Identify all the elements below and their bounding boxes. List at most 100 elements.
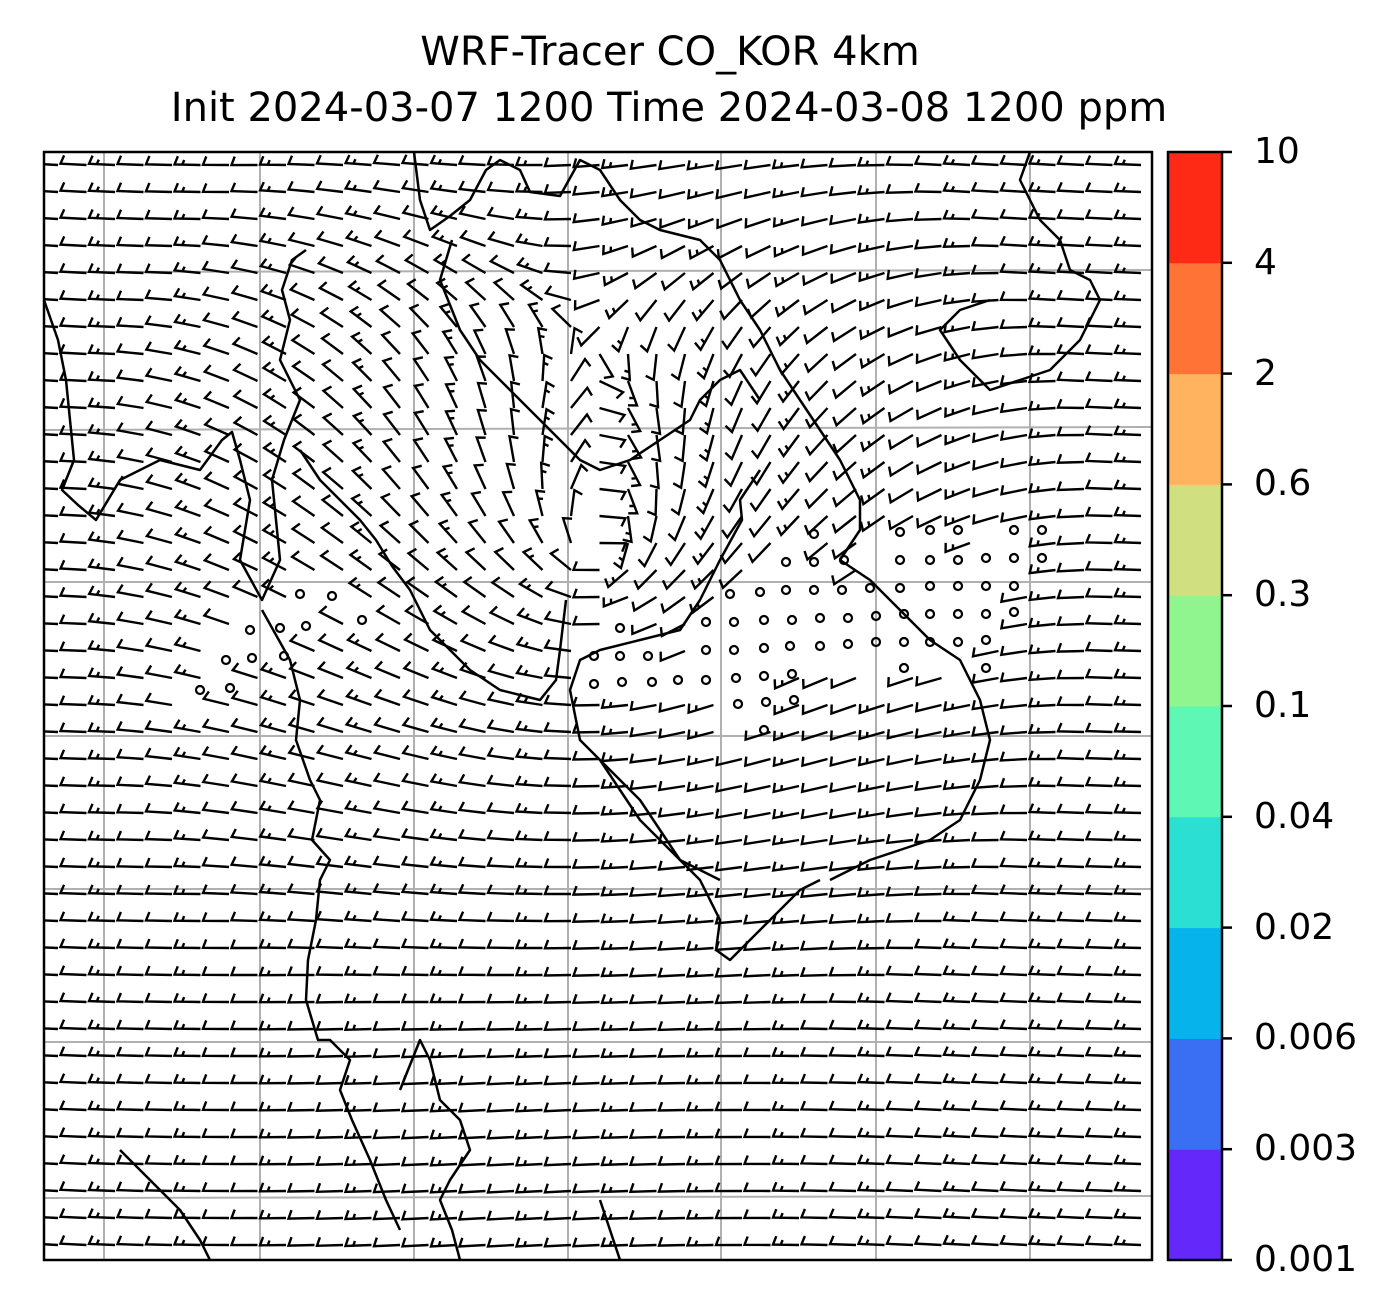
wind-barb: [87, 857, 116, 869]
wind-barb: [87, 1073, 116, 1085]
wind-barb: [1027, 965, 1056, 977]
wind-barb: [999, 672, 1028, 683]
wind-barb: [58, 262, 87, 275]
wind-barb: [1028, 590, 1056, 602]
wind-barb: [1113, 1154, 1142, 1166]
wind-barb: [429, 855, 458, 869]
wind-barb: [44, 595, 59, 599]
wind-barb: [1056, 508, 1085, 519]
wind-barb: [639, 326, 658, 354]
wind-barb: [999, 402, 1028, 414]
wind-barb: [916, 379, 942, 393]
wind-barb: [229, 939, 258, 950]
wind-barb: [486, 938, 515, 950]
wind-barb: [828, 861, 857, 872]
wind-barb: [201, 286, 230, 302]
wind-barb: [828, 913, 857, 925]
wind-barb: [172, 1181, 201, 1193]
wind-barb: [202, 338, 230, 356]
wind-barb: [457, 1075, 486, 1086]
wind-barb: [1056, 884, 1085, 896]
wind-barb: [550, 304, 572, 328]
wind-barb: [629, 188, 657, 199]
wind-barb: [626, 461, 642, 488]
wind-barb: [172, 1073, 201, 1085]
wind-barb: [115, 290, 144, 302]
wind-barb: [514, 1210, 543, 1221]
wind-barb: [321, 466, 344, 490]
wind-barb: [885, 938, 914, 950]
wind-barb: [631, 272, 658, 291]
wind-barb: [856, 1208, 885, 1220]
wind-barb: [258, 883, 287, 896]
wind-barb: [261, 496, 287, 518]
wind-barb: [885, 1235, 914, 1247]
wind-barb: [659, 649, 686, 663]
wind-barb: [412, 356, 430, 382]
colorbar-segment: [1168, 816, 1222, 929]
wind-barb: [543, 912, 572, 923]
wind-barb: [832, 488, 857, 508]
wind-barb: [859, 298, 885, 312]
wind-barb: [372, 855, 401, 869]
wind-barb: [887, 514, 914, 531]
wind-barb: [258, 1074, 287, 1085]
wind-barb: [970, 938, 999, 950]
wind-barb: [475, 355, 487, 382]
calm-wind-marker: [924, 636, 936, 648]
wind-barb: [831, 380, 857, 400]
wind-barb: [1027, 1073, 1056, 1085]
wind-barb: [742, 940, 771, 952]
wind-barb: [201, 1235, 230, 1247]
calm-wind-marker: [808, 584, 820, 596]
wind-barb: [916, 433, 943, 449]
wind-barb: [743, 835, 771, 846]
wind-barb: [914, 754, 942, 766]
wind-barb: [486, 993, 515, 1004]
wind-barb: [320, 358, 344, 382]
wind-barb: [145, 500, 173, 518]
wind-barb: [1056, 1154, 1085, 1166]
wind-barb: [486, 1183, 515, 1194]
wind-barb: [381, 437, 401, 463]
wind-barb: [1084, 533, 1113, 545]
wind-barb: [1084, 803, 1113, 815]
wind-barb: [400, 1129, 429, 1140]
calm-wind-marker: [808, 556, 820, 568]
wind-barb: [690, 569, 715, 591]
wind-barb: [829, 756, 857, 767]
wind-barb: [144, 341, 173, 356]
wind-barb: [629, 779, 657, 791]
wind-barb: [343, 938, 372, 950]
wind-barb: [1027, 400, 1056, 411]
wind-barb: [772, 782, 800, 794]
wind-barb: [457, 1156, 486, 1167]
wind-barb: [571, 885, 600, 896]
wind-barb: [1113, 317, 1142, 329]
wind-barb: [144, 965, 173, 977]
wind-barb: [694, 515, 715, 541]
wind-barb: [544, 580, 572, 599]
wind-barb: [659, 217, 686, 230]
wind-barb: [859, 488, 886, 507]
wind-barb: [115, 776, 144, 788]
wind-barb: [1027, 235, 1056, 248]
wind-barb: [1027, 750, 1056, 761]
shandong-coast: [260, 609, 402, 1231]
wind-barb: [631, 595, 658, 613]
wind-barb: [343, 154, 372, 167]
wind-barb: [999, 1127, 1028, 1139]
wind-barb: [913, 1100, 942, 1112]
wind-barb: [1113, 209, 1142, 221]
wind-barb: [828, 1046, 857, 1058]
wind-barb: [402, 229, 429, 248]
wind-barb: [144, 1100, 173, 1112]
wind-barb: [457, 856, 486, 869]
wind-barb: [87, 531, 116, 545]
wind-barb: [543, 639, 572, 653]
calm-wind-marker: [758, 670, 770, 682]
wind-barb: [745, 272, 772, 290]
wind-barb: [429, 1129, 458, 1140]
wind-barb: [685, 1182, 714, 1193]
wind-barb: [258, 181, 287, 194]
